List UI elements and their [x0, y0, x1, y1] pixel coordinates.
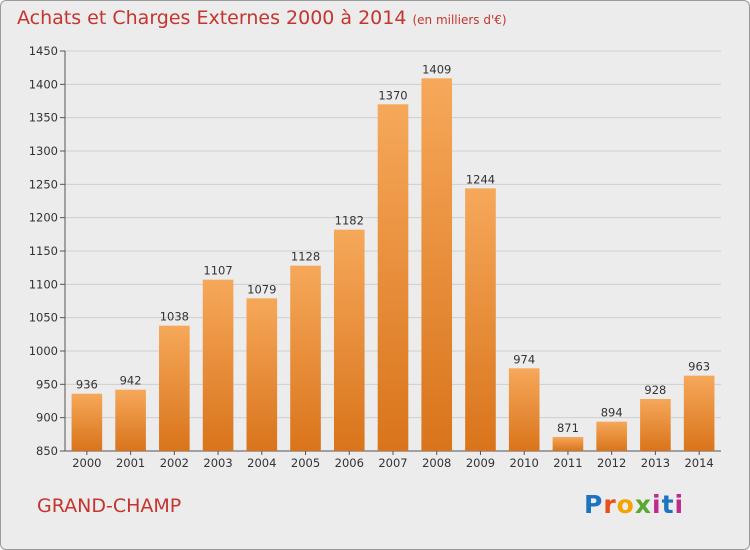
y-tick-label: 1200: [29, 211, 58, 225]
logo-letter: r: [603, 490, 617, 519]
value-label: 1182: [335, 214, 364, 228]
title-text: Achats et Charges Externes 2000 à 2014: [17, 7, 407, 29]
bar-2012[interactable]: [596, 421, 627, 451]
x-tick-label: 2007: [378, 456, 407, 470]
y-tick-label: 1400: [29, 77, 58, 91]
bar-2014[interactable]: [683, 375, 715, 451]
bar-2008[interactable]: [421, 78, 453, 451]
value-label: 942: [120, 374, 142, 388]
proxiti-logo[interactable]: Proxiti: [584, 490, 684, 519]
x-tick-label: 2000: [72, 456, 101, 470]
bar-2011[interactable]: [552, 437, 584, 451]
logo-letter: P: [584, 490, 604, 519]
value-label: 1128: [291, 250, 320, 264]
value-label: 894: [601, 406, 623, 420]
x-tick-label: 2006: [335, 456, 364, 470]
value-label: 936: [76, 378, 98, 392]
x-tick-label: 2013: [641, 456, 670, 470]
y-tick-label: 1100: [29, 277, 58, 291]
bar-2004[interactable]: [246, 298, 278, 451]
commune-name: GRAND-CHAMP: [37, 495, 182, 517]
x-tick-label: 2010: [510, 456, 539, 470]
bar-2001[interactable]: [115, 389, 146, 451]
x-tick-label: 2014: [684, 456, 713, 470]
value-label: 1038: [160, 310, 189, 324]
unit-text: (en milliers d'€): [412, 13, 507, 27]
logo-letter: t: [661, 490, 675, 519]
x-tick-label: 2001: [116, 456, 145, 470]
value-label: 1107: [203, 264, 232, 278]
x-tick-label: 2005: [291, 456, 320, 470]
x-tick-label: 2003: [203, 456, 232, 470]
logo-letter: x: [634, 490, 652, 519]
value-label: 928: [644, 383, 666, 397]
bar-2002[interactable]: [159, 325, 190, 451]
y-tick-label: 950: [36, 377, 58, 391]
y-tick-label: 1250: [29, 177, 58, 191]
value-label: 1079: [247, 282, 276, 296]
label-layer: 850 900 950 1000 1050 1100 1150 1200 1250 1300 135…: [29, 44, 714, 470]
x-tick-label: 2009: [466, 456, 495, 470]
y-tick-label: 1000: [29, 344, 58, 358]
y-tick-label: 1350: [29, 111, 58, 125]
x-tick-label: 2012: [597, 456, 626, 470]
x-tick-label: 2008: [422, 456, 451, 470]
value-label: 871: [557, 421, 579, 435]
bar-2009[interactable]: [465, 188, 496, 452]
value-label: 974: [513, 352, 535, 366]
bar-2006[interactable]: [333, 229, 365, 451]
bar-2000[interactable]: [71, 393, 103, 451]
y-tick-label: 1300: [29, 144, 58, 158]
bar-2003[interactable]: [202, 279, 234, 451]
value-label: 963: [688, 360, 710, 374]
x-tick-label: 2011: [553, 456, 582, 470]
y-tick-label: 900: [36, 411, 58, 425]
value-label: 1409: [422, 62, 451, 76]
y-tick-label: 1450: [29, 44, 58, 58]
y-tick-label: 850: [36, 444, 58, 458]
bar-2010[interactable]: [508, 368, 540, 451]
bar-layer: [71, 78, 715, 452]
y-tick-label: 1050: [29, 311, 58, 325]
bar-2007[interactable]: [377, 104, 409, 451]
bar-2005[interactable]: [290, 265, 321, 451]
y-tick-label: 1150: [29, 244, 58, 258]
bar-2013[interactable]: [640, 399, 671, 451]
x-tick-label: 2002: [160, 456, 189, 470]
value-label: 1370: [378, 88, 407, 102]
chart-title: Achats et Charges Externes 2000 à 2014 (e…: [17, 7, 507, 29]
logo-letter: o: [616, 490, 635, 519]
value-label: 1244: [466, 172, 495, 186]
x-tick-label: 2004: [247, 456, 276, 470]
logo-letter: i: [674, 490, 685, 519]
logo-letter: i: [652, 490, 662, 519]
